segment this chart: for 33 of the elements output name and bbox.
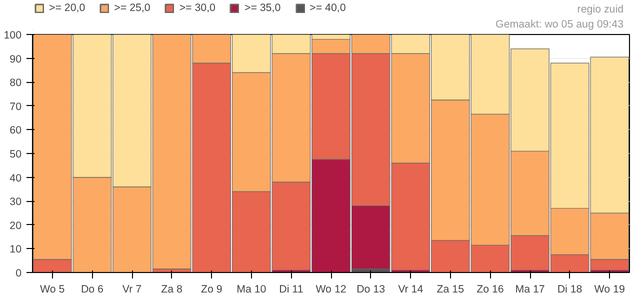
legend-label: >= 35,0 (244, 2, 281, 14)
x-tick-label: Za 15 (436, 284, 464, 296)
x-tick-label: Ma 17 (515, 284, 545, 296)
y-tick-label: 50 (10, 148, 22, 160)
x-tick-label: Vr 14 (398, 284, 424, 296)
text: regio zuid (577, 4, 624, 16)
x-tick-label: Zo 16 (476, 284, 504, 296)
x-tick-label: Wo 5 (40, 284, 65, 296)
text: Gemaakt: wo 05 aug 09:43 (496, 18, 624, 30)
legend-label: >= 25,0 (114, 2, 150, 14)
x-tick-label: Vr 7 (122, 284, 142, 296)
x-tick-label: Do 6 (80, 284, 104, 296)
y-tick-label: 40 (10, 172, 22, 184)
y-tick-label: 80 (10, 77, 22, 90)
y-tick-label: 100 (4, 30, 22, 42)
y-tick-label: 10 (10, 244, 22, 256)
x-tick-label: Zo 9 (200, 284, 222, 296)
y-tick-label: 60 (10, 124, 22, 137)
x-tick-label: Wo 12 (316, 284, 346, 296)
x-tick-label: Za 8 (161, 284, 183, 296)
y-tick-label: 20 (10, 220, 22, 232)
x-tick-label: Di 11 (279, 284, 304, 296)
x-tick-label: Ma 10 (236, 284, 266, 296)
x-tick-label: Di 18 (557, 284, 582, 296)
y-tick-label: 30 (10, 196, 22, 208)
x-tick-label: Wo 19 (594, 284, 625, 296)
legend-label: >= 40,0 (310, 2, 346, 14)
y-tick-label: 70 (10, 100, 22, 113)
legend-label: >= 20,0 (49, 2, 86, 14)
legend-label: >= 30,0 (179, 2, 216, 14)
y-tick-label: 90 (10, 53, 22, 66)
x-tick-label: Do 13 (356, 284, 386, 296)
y-tick-label: 0 (16, 268, 22, 280)
